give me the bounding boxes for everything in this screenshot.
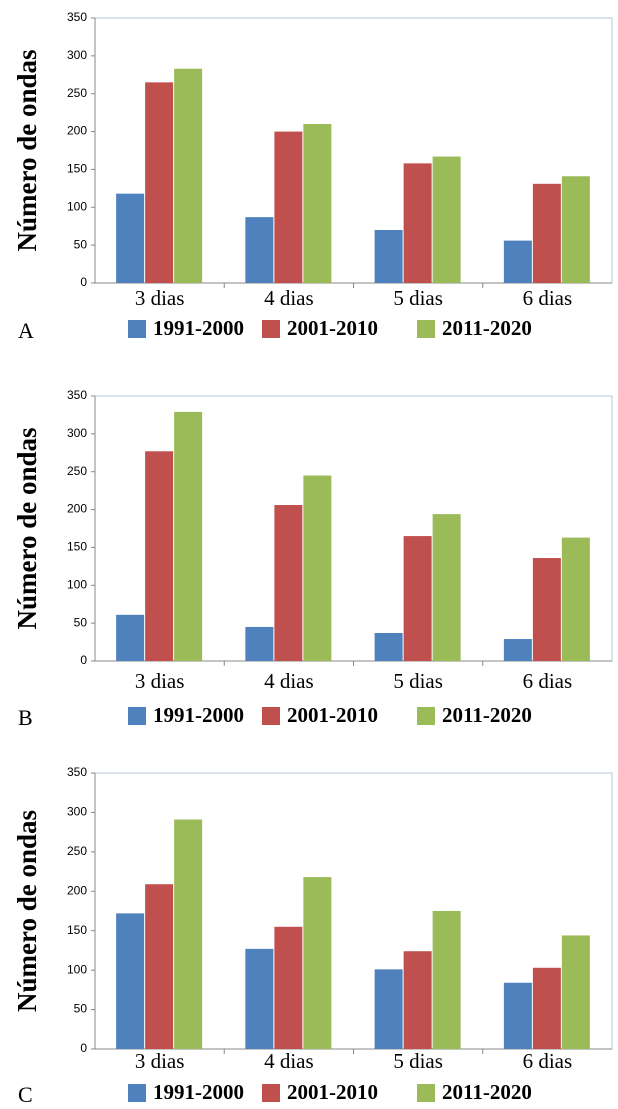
y-tick-label: 100: [67, 199, 87, 213]
y-tick-label: 300: [67, 48, 87, 62]
legend-swatch: [128, 707, 146, 725]
bar: [303, 124, 332, 283]
bar: [503, 982, 532, 1049]
legend-swatch: [128, 320, 146, 338]
x-tick-label: 6 dias: [523, 1049, 573, 1073]
y-tick-label: 200: [67, 502, 87, 516]
x-tick-label: 3 dias: [135, 1049, 185, 1073]
bar: [503, 639, 532, 661]
y-tick-label: 150: [67, 540, 87, 554]
y-axis-label: Número de ondas: [12, 49, 42, 251]
bar: [174, 819, 203, 1049]
bar: [403, 536, 432, 661]
bar: [274, 505, 303, 661]
legend-swatch: [262, 320, 280, 338]
bar: [303, 475, 332, 661]
bar: [432, 514, 461, 661]
bar: [532, 183, 561, 283]
y-tick-label: 250: [67, 464, 87, 478]
y-axis-label: Número de ondas: [12, 427, 42, 629]
legend-label: 2011-2020: [442, 1080, 532, 1104]
bar: [274, 131, 303, 283]
y-tick-label: 0: [80, 275, 87, 289]
legend-label: 2011-2020: [442, 703, 532, 727]
y-tick-label: 300: [67, 805, 87, 819]
bar: [532, 967, 561, 1049]
bar: [116, 913, 145, 1049]
panel-label: C: [18, 1082, 33, 1107]
bar: [403, 951, 432, 1049]
legend-label: 1991-2000: [153, 316, 244, 340]
bar: [116, 193, 145, 283]
y-tick-label: 0: [80, 1041, 87, 1055]
y-tick-label: 50: [74, 1002, 88, 1016]
y-tick-label: 100: [67, 962, 87, 976]
bar: [374, 969, 403, 1049]
bar: [503, 240, 532, 283]
legend-swatch: [262, 707, 280, 725]
legend-swatch: [417, 1084, 435, 1102]
x-tick-label: 5 dias: [393, 669, 443, 693]
bar: [174, 411, 203, 661]
y-tick-label: 250: [67, 844, 87, 858]
legend-label: 1991-2000: [153, 1080, 244, 1104]
legend-swatch: [417, 320, 435, 338]
x-tick-label: 5 dias: [393, 286, 443, 310]
bar: [245, 948, 274, 1049]
y-tick-label: 50: [74, 615, 88, 629]
legend-label: 1991-2000: [153, 703, 244, 727]
y-tick-label: 100: [67, 577, 87, 591]
y-tick-label: 350: [67, 388, 87, 402]
panel-label: B: [18, 705, 33, 730]
bar: [145, 451, 174, 661]
x-tick-label: 3 dias: [135, 669, 185, 693]
y-tick-label: 350: [67, 765, 87, 779]
y-tick-label: 150: [67, 923, 87, 937]
bar: [561, 935, 590, 1049]
legend-swatch: [262, 1084, 280, 1102]
x-tick-label: 4 dias: [264, 286, 314, 310]
bar: [245, 626, 274, 661]
bar: [561, 537, 590, 661]
bar: [374, 632, 403, 661]
bar: [174, 68, 203, 283]
y-tick-label: 0: [80, 653, 87, 667]
x-tick-label: 4 dias: [264, 1049, 314, 1073]
bar: [145, 884, 174, 1049]
y-tick-label: 50: [74, 237, 88, 251]
bar: [432, 156, 461, 283]
bar: [374, 230, 403, 283]
bar: [561, 176, 590, 283]
bar: [403, 163, 432, 283]
y-tick-label: 250: [67, 86, 87, 100]
bar: [274, 926, 303, 1049]
y-tick-label: 150: [67, 162, 87, 176]
legend-swatch: [128, 1084, 146, 1102]
y-tick-label: 300: [67, 426, 87, 440]
bar: [303, 877, 332, 1049]
x-tick-label: 3 dias: [135, 286, 185, 310]
y-axis-label: Número de ondas: [12, 810, 42, 1012]
bar: [532, 558, 561, 661]
bar: [245, 217, 274, 283]
x-tick-label: 6 dias: [523, 286, 573, 310]
bar: [145, 82, 174, 283]
legend-swatch: [417, 707, 435, 725]
y-tick-label: 200: [67, 124, 87, 138]
y-tick-label: 200: [67, 883, 87, 897]
legend-label: 2001-2010: [287, 703, 378, 727]
x-tick-label: 4 dias: [264, 669, 314, 693]
bar: [116, 614, 145, 661]
x-tick-label: 5 dias: [393, 1049, 443, 1073]
bar: [432, 911, 461, 1049]
x-tick-label: 6 dias: [523, 669, 573, 693]
y-tick-label: 350: [67, 10, 87, 24]
legend-label: 2001-2010: [287, 316, 378, 340]
legend-label: 2001-2010: [287, 1080, 378, 1104]
legend-label: 2011-2020: [442, 316, 532, 340]
panel-label: A: [18, 318, 34, 343]
